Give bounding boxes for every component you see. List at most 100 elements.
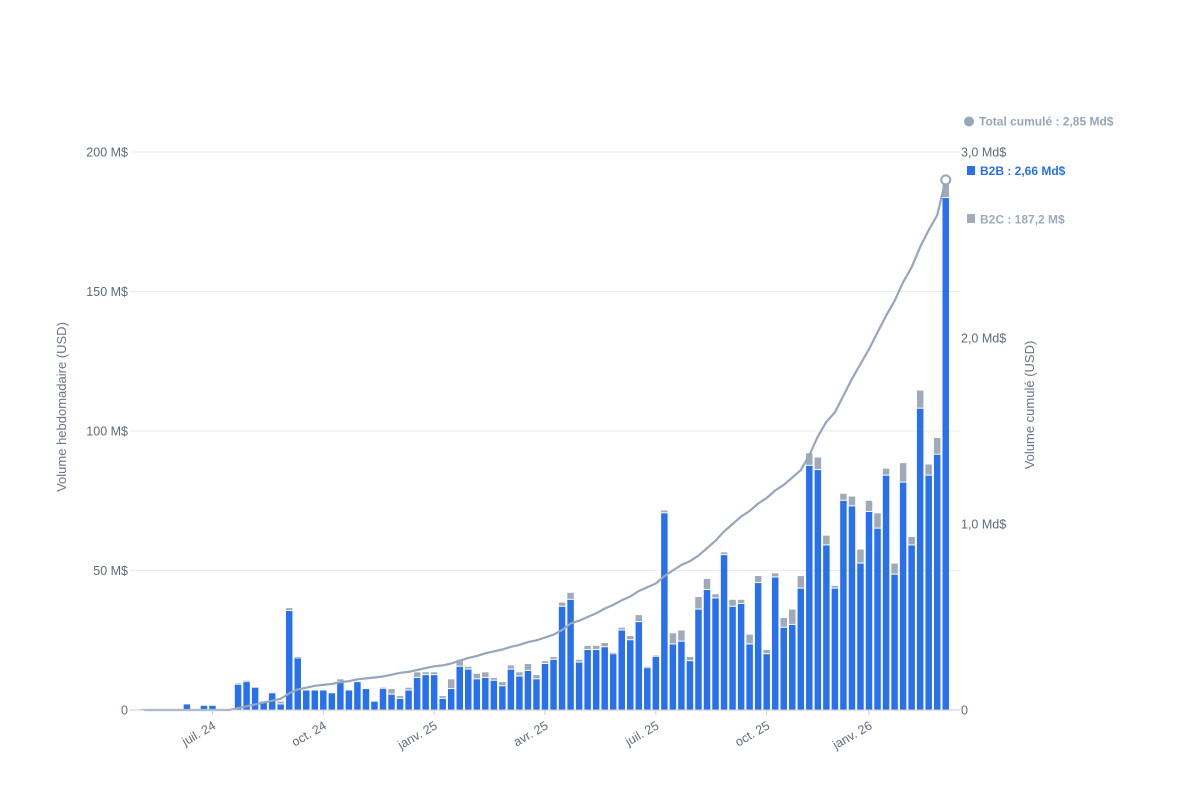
bar-b2c (754, 576, 762, 583)
left-tick-label: 200 M$ (86, 146, 128, 160)
bar-b2b (524, 670, 532, 710)
bar-b2c (277, 701, 284, 704)
bar-b2b (601, 647, 608, 710)
bar-b2c (865, 500, 873, 511)
bar-b2b (865, 511, 873, 710)
x-tick-label: janv. 26 (830, 718, 875, 752)
bar-b2b (874, 528, 881, 710)
bar-b2b (516, 676, 523, 710)
bar-b2c (516, 672, 523, 676)
bar-b2c (533, 675, 540, 679)
bar-b2b (806, 465, 813, 710)
bar-b2b (609, 654, 617, 710)
bar-b2b (661, 513, 668, 710)
bar-b2b (737, 603, 745, 710)
bars-group (141, 179, 949, 710)
bar-b2c (823, 535, 830, 545)
bar-b2b (550, 659, 557, 710)
left-tick-label: 100 M$ (86, 425, 128, 439)
legend-cumulative-label: Total cumulé : 2,85 Md$ (979, 115, 1114, 129)
bar-b2b (712, 598, 719, 710)
bar-b2c (575, 659, 583, 662)
bar-b2b (814, 470, 822, 710)
x-axis: juil. 24 oct. 24 janv. 25 avr. 25 juil. 25 oc… (130, 709, 960, 753)
bar-b2c (473, 673, 481, 679)
bar-b2b (439, 698, 446, 710)
x-tick-label: juil. 24 (179, 718, 218, 749)
bar-b2b (797, 588, 805, 710)
bar-b2b (473, 679, 481, 710)
legend-b2c-label: B2C : 187,2 M$ (980, 213, 1065, 227)
left-axis: 0 50 M$ 100 M$ 150 M$ 200 M$ (86, 146, 128, 718)
bar-b2b (354, 682, 361, 710)
bar-b2b (558, 606, 566, 710)
bar-b2b (328, 693, 336, 710)
right-tick-label: 0 (961, 704, 968, 718)
bar-b2b (277, 704, 284, 710)
left-axis-title: Volume hebdomadaire (USD) (54, 322, 69, 492)
bar-b2b (413, 677, 421, 710)
legend: Total cumulé : 2,85 Md$ B2B : 2,66 Md$ B2C… (964, 115, 1114, 227)
bar-b2b (209, 705, 216, 710)
legend-b2b-label: B2B : 2,66 Md$ (980, 164, 1066, 178)
bar-b2b (430, 675, 438, 710)
bar-b2c (695, 597, 702, 609)
bar-b2b (379, 689, 387, 710)
bar-b2c (661, 510, 668, 513)
bar-b2c (490, 677, 498, 680)
bar-b2b (882, 475, 890, 710)
bar-b2b (635, 622, 643, 710)
bar-b2b (294, 658, 301, 710)
bar-b2c (413, 672, 421, 677)
bar-b2b (678, 641, 685, 710)
x-tick-label: avr. 25 (511, 718, 551, 749)
bar-b2b (482, 677, 489, 710)
bar-b2c (925, 464, 932, 475)
bar-b2c (831, 585, 839, 588)
bar-b2b (899, 482, 907, 710)
bar-b2c (558, 602, 566, 606)
x-tick-label: oct. 25 (733, 718, 773, 749)
bar-b2b (541, 663, 549, 710)
bar-b2c (550, 656, 557, 659)
x-tick-label: oct. 24 (289, 718, 329, 749)
bar-b2b (584, 650, 591, 710)
bar-b2b (703, 590, 711, 710)
bar-b2c (848, 496, 856, 506)
bar-b2b (243, 682, 250, 710)
bar-b2c (234, 683, 242, 685)
bar-b2c (746, 634, 753, 644)
bar-b2b (183, 704, 191, 710)
bar-b2c (686, 656, 694, 661)
bar-b2c (857, 549, 864, 563)
bar-b2c (712, 594, 719, 598)
bar-b2c (482, 672, 489, 677)
bar-b2c (541, 661, 549, 663)
bar-b2b (942, 198, 949, 710)
bar-b2c (729, 599, 736, 606)
bar-b2c (771, 573, 779, 577)
bar-b2c (524, 663, 532, 670)
bar-b2b (456, 666, 463, 710)
bar-b2c (285, 608, 293, 610)
bar-b2c (584, 645, 591, 650)
bar-b2b (644, 668, 651, 710)
bar-b2c (942, 179, 949, 198)
bar-b2b (771, 577, 779, 710)
bar-b2c (678, 630, 685, 641)
bar-b2c (601, 643, 608, 647)
bar-b2c (456, 659, 463, 666)
bar-b2c (447, 679, 455, 689)
right-tick-label: 1,0 Md$ (961, 518, 1006, 532)
bar-b2c (908, 537, 915, 545)
bar-b2c (814, 457, 822, 470)
right-tick-label: 2,0 Md$ (961, 332, 1006, 346)
x-tick-label: janv. 25 (395, 718, 440, 752)
bar-b2b (575, 662, 583, 710)
bar-b2b (388, 694, 395, 710)
bar-b2b (652, 656, 660, 710)
bar-b2c (294, 656, 301, 658)
bar-b2c (379, 687, 387, 689)
cumulative-line (144, 179, 947, 712)
bar-b2b (533, 679, 540, 710)
